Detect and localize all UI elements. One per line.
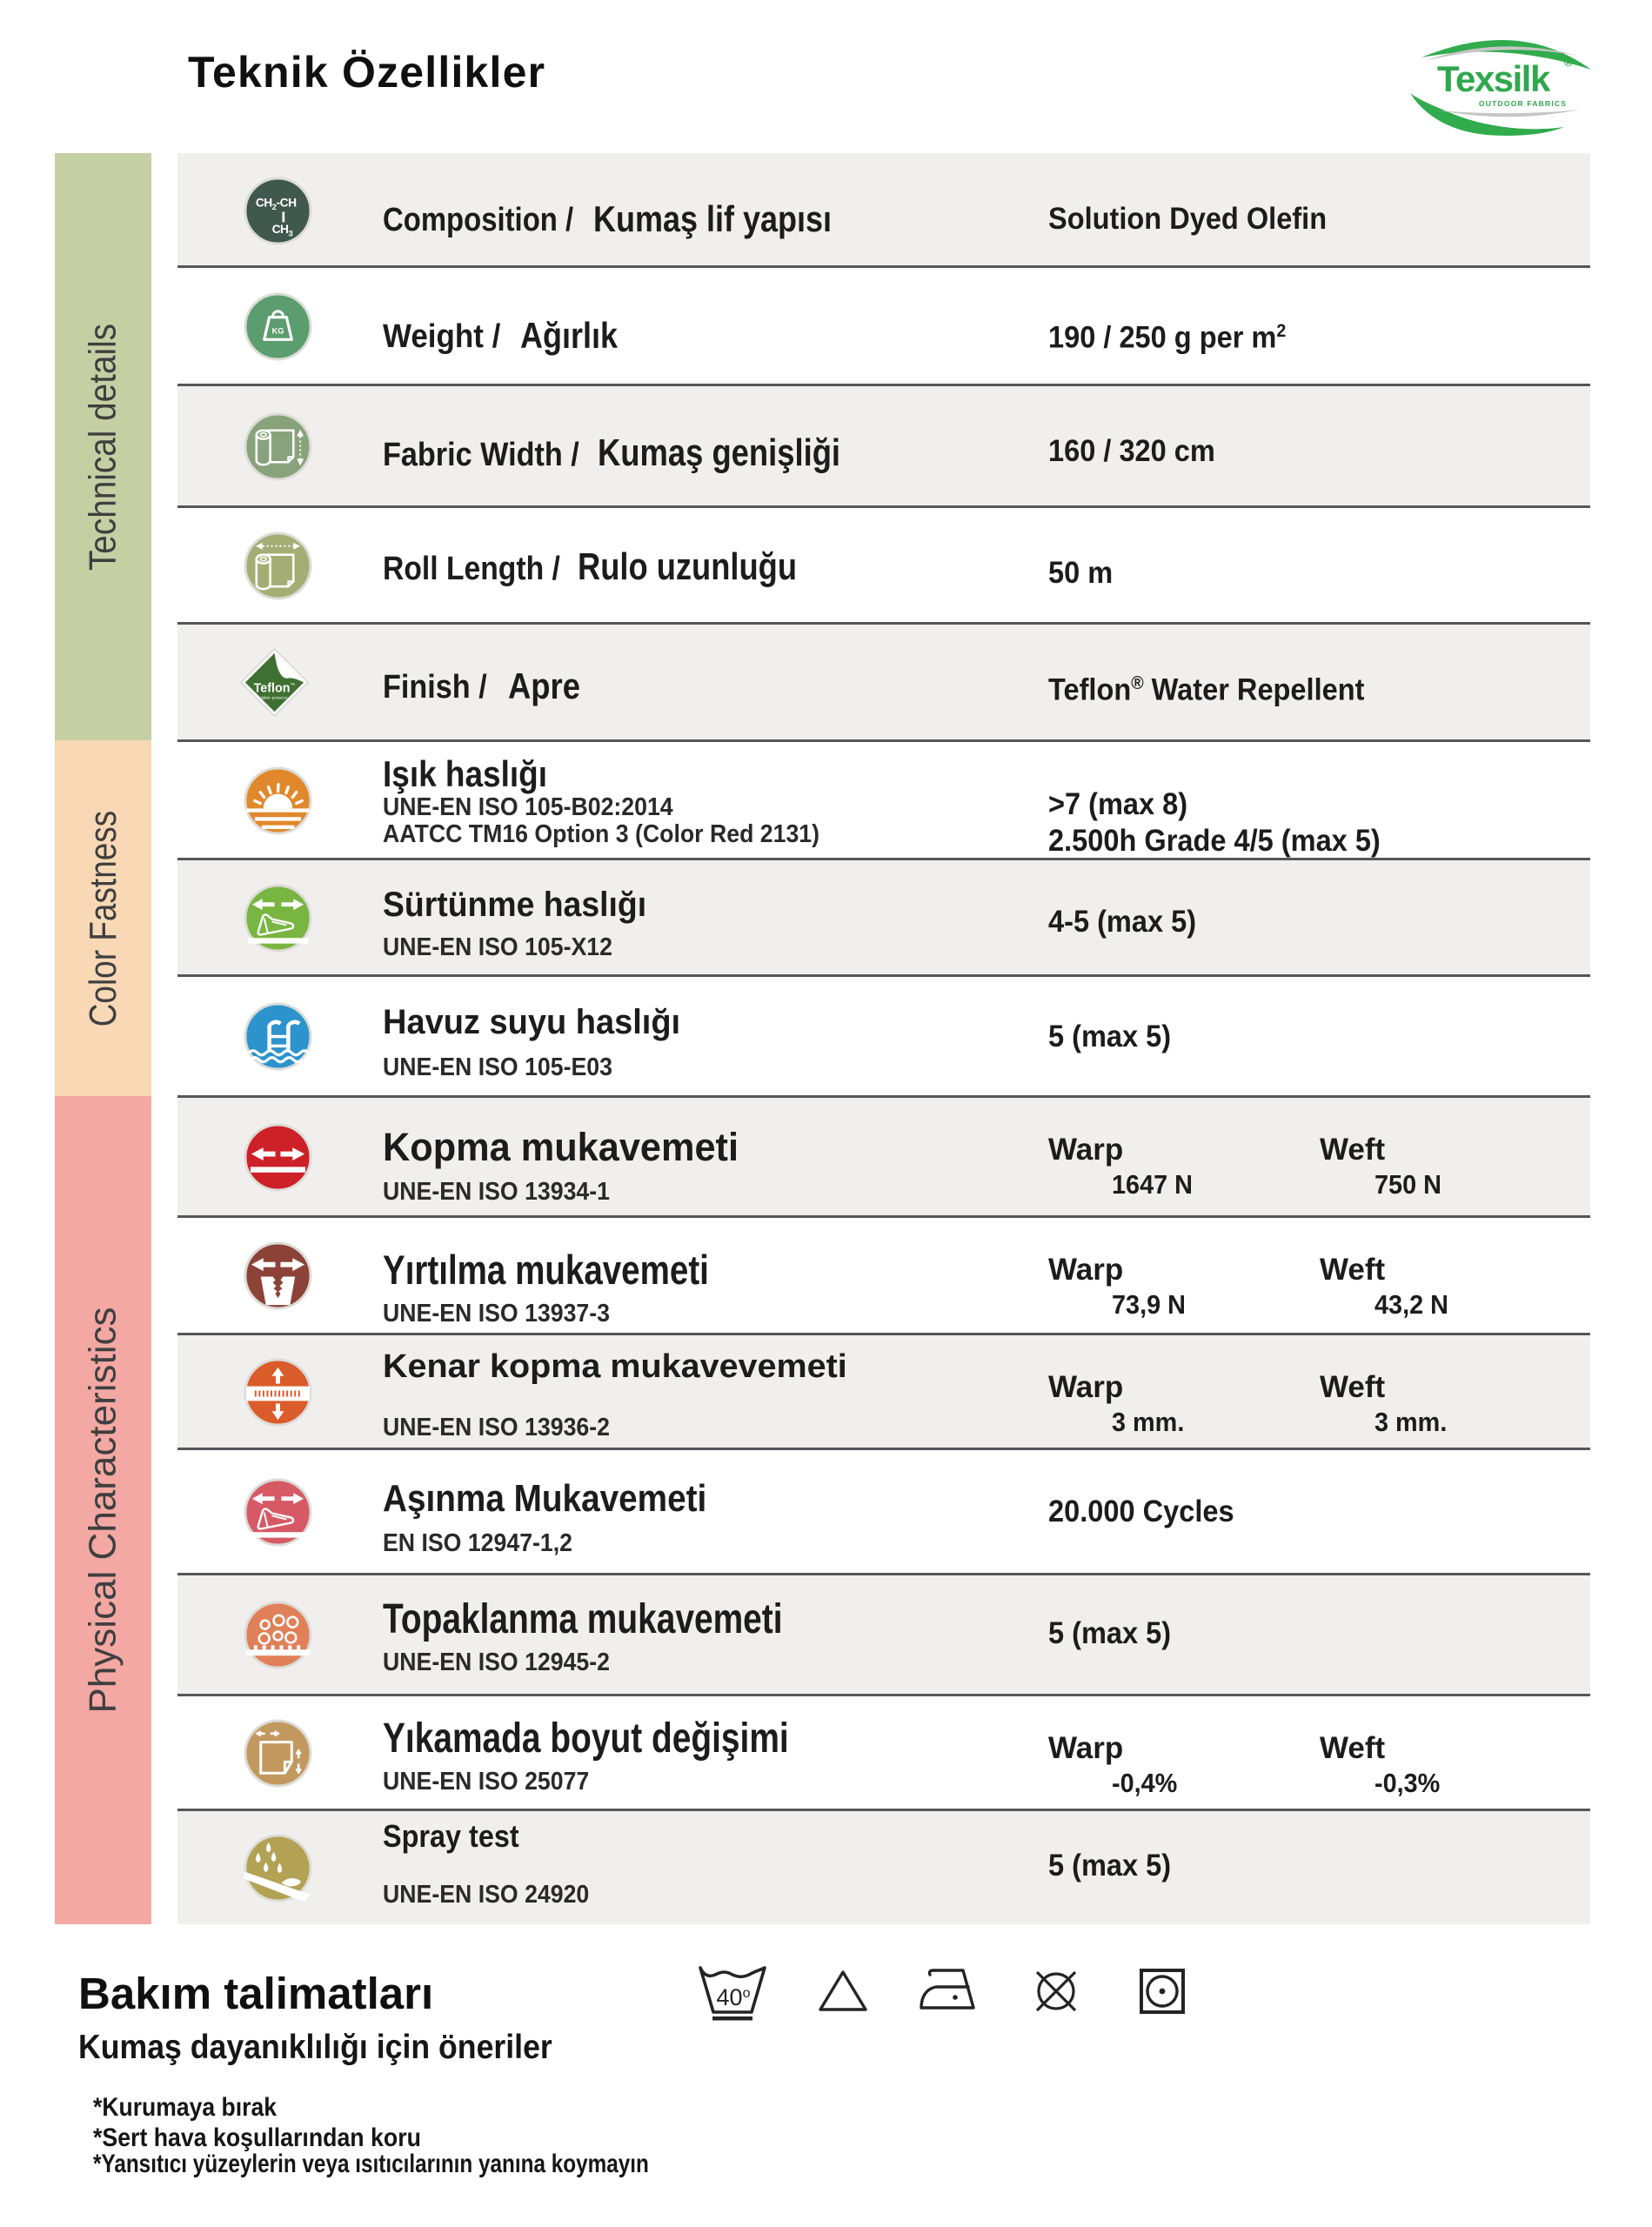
- svg-text:40o: 40o: [717, 1984, 751, 2010]
- svg-text:CH3: CH3: [272, 222, 293, 237]
- svg-text:OUTDOOR FABRICS: OUTDOOR FABRICS: [1479, 99, 1567, 108]
- svg-text:Teflon™: Teflon™: [254, 681, 296, 695]
- svg-text:KG: KG: [271, 326, 284, 335]
- svg-text:CH2-CH: CH2-CH: [256, 196, 297, 211]
- svg-text:®: ®: [1564, 56, 1573, 69]
- svg-text:Texsilk: Texsilk: [1437, 58, 1551, 99]
- svg-text:fabric protector: fabric protector: [261, 695, 288, 699]
